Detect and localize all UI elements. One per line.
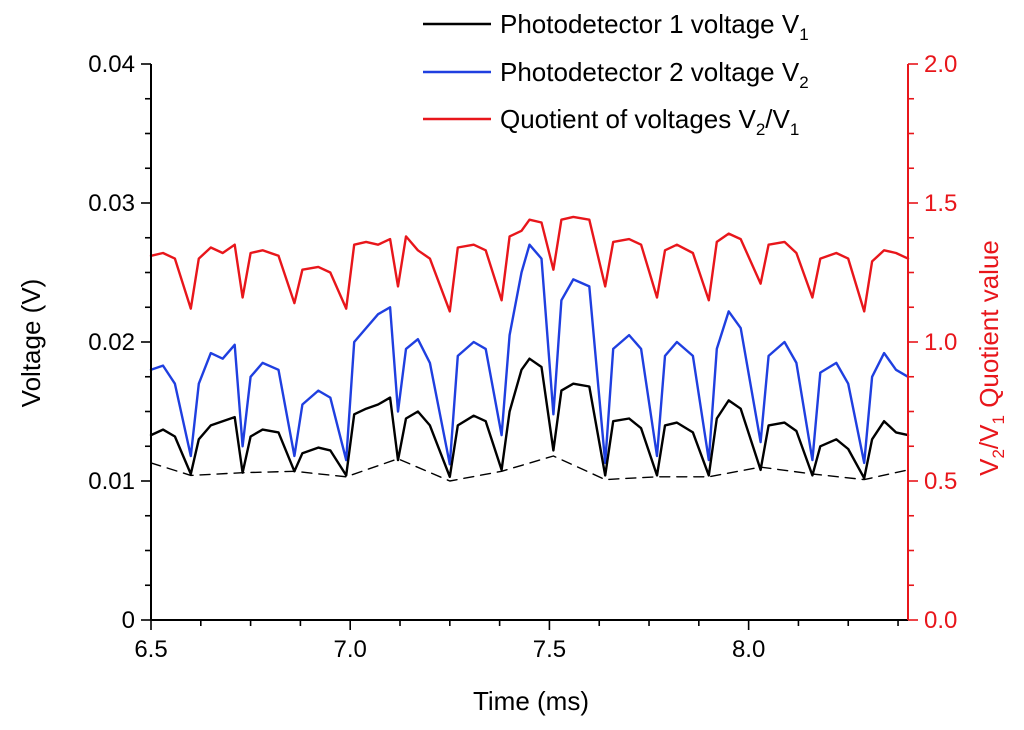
y2-tick-label: 0.0: [924, 607, 957, 634]
series-layer: [149, 215, 910, 482]
y2-tick-label: 1.5: [924, 190, 957, 217]
legend-label-v1-sub: 1: [799, 25, 808, 44]
series-line-v1: [149, 357, 910, 480]
ticks-layer: 6.5 7.0 7.5 8.0 0 0.01 0.02 0.03 0.04 0.0 0.5 1.0 1.…: [88, 51, 957, 663]
x-tick-label: 8.0: [732, 636, 765, 663]
legend: Photodetector 1 voltage V1 Photodetector…: [423, 9, 809, 139]
legend-label-quotient-text: Quotient of voltages V: [500, 104, 756, 134]
y2-axis-title: V2/V1 Quotient value: [974, 240, 1008, 476]
x-tick-label: 7.5: [533, 636, 566, 663]
y2-axis-title-rest: Quotient value: [974, 240, 1004, 415]
y-tick-label: 0.03: [88, 190, 135, 217]
y2-tick-label: 1.0: [924, 329, 957, 356]
y2-axis-title-sub1: 1: [989, 415, 1008, 424]
legend-label-quotient: Quotient of voltages V2/V1: [500, 104, 799, 139]
x-tick-label: 6.5: [134, 636, 167, 663]
legend-label-quotient-mid: /V: [765, 104, 790, 134]
y-tick-label: 0: [122, 607, 135, 634]
y-tick-label: 0.04: [88, 51, 135, 78]
legend-label-quotient-sub: 2: [756, 120, 765, 139]
series-line-quotient: [149, 215, 910, 313]
y-axis-title: Voltage (V): [16, 279, 46, 408]
legend-label-v1: Photodetector 1 voltage V1: [500, 9, 809, 44]
x-axis-title: Time (ms): [473, 686, 589, 716]
series-line-envelope: [150, 455, 909, 482]
legend-label-v2: Photodetector 2 voltage V2: [500, 57, 809, 92]
y2-axis-title-slash: /V: [974, 424, 1004, 449]
legend-label-v2-text: Photodetector 2 voltage V: [500, 57, 800, 87]
y-tick-label: 0.01: [88, 468, 135, 495]
legend-label-v1-text: Photodetector 1 voltage V: [500, 9, 800, 39]
legend-label-quotient-sub2: 1: [790, 120, 799, 139]
y-tick-label: 0.02: [88, 329, 135, 356]
series-line-v2: [149, 243, 910, 466]
legend-label-v2-sub: 2: [799, 73, 808, 92]
y2-tick-label: 0.5: [924, 468, 957, 495]
y2-tick-label: 2.0: [924, 51, 957, 78]
x-tick-label: 7.0: [334, 636, 367, 663]
y2-axis-title-sub2: 2: [989, 449, 1008, 458]
y2-axis-title-v: V: [974, 458, 1004, 476]
